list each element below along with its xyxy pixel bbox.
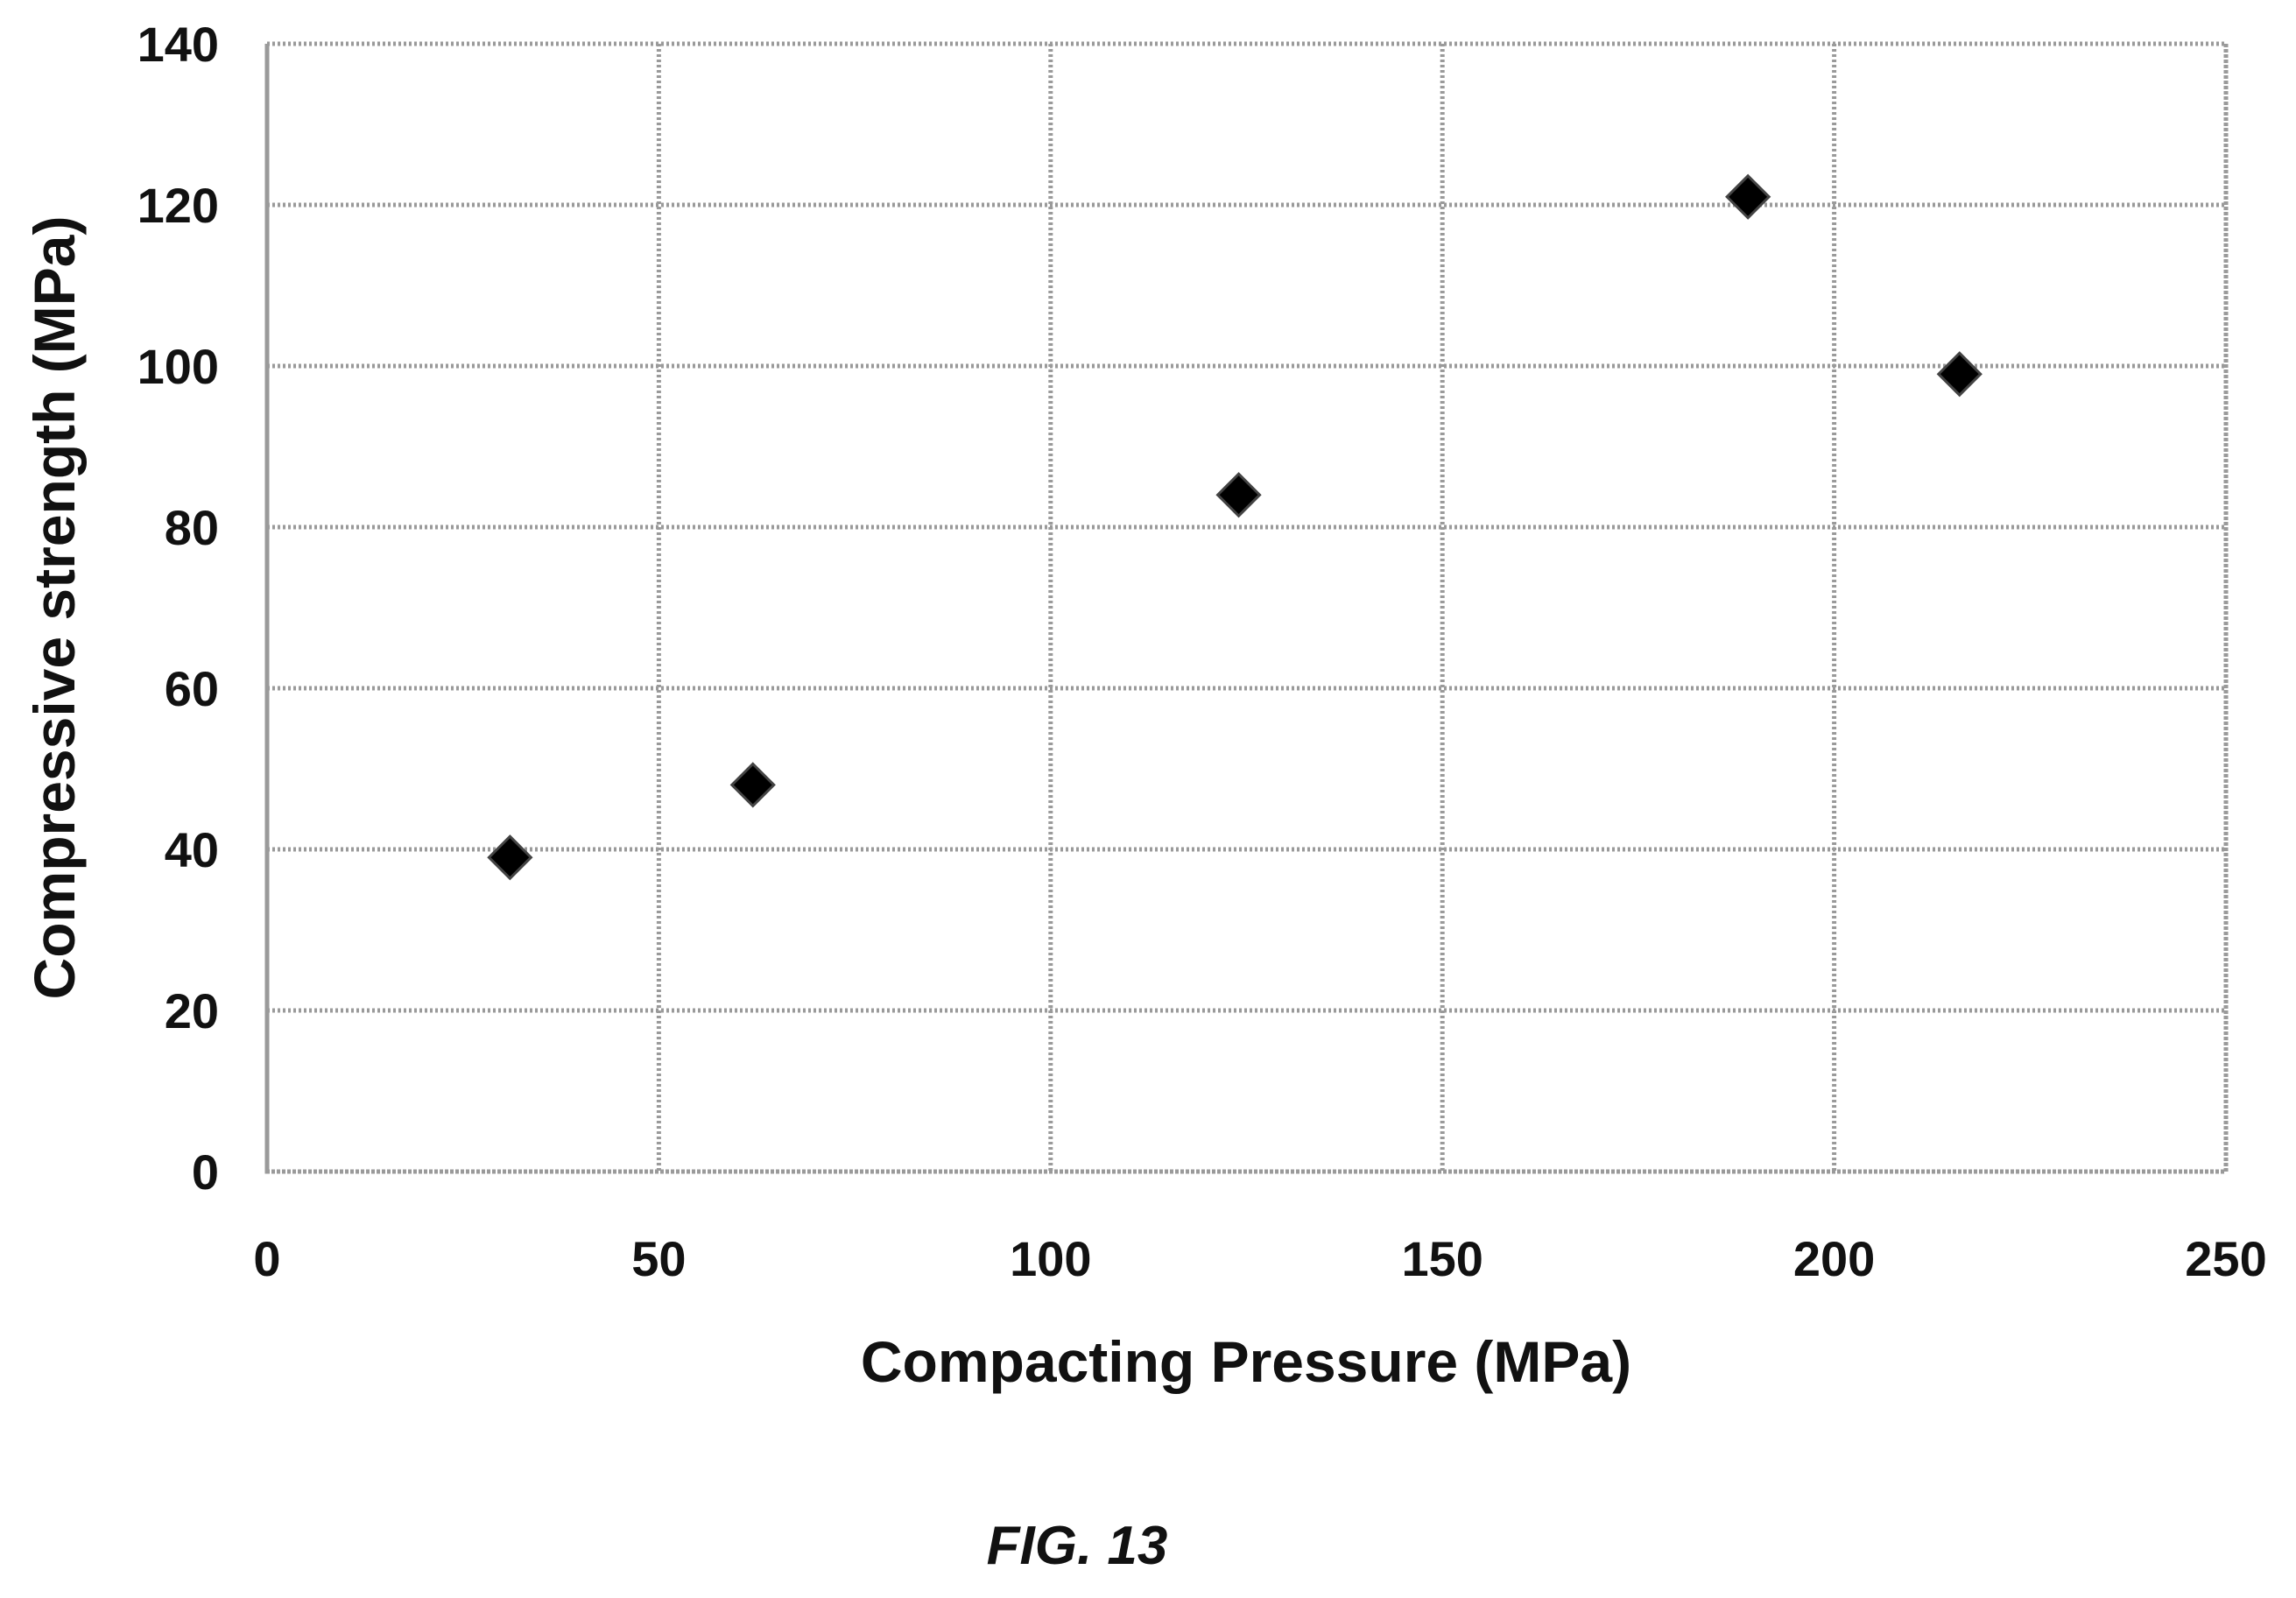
y-tick-label: 40	[165, 822, 219, 877]
data-point-diamond	[1725, 173, 1771, 220]
y-tick-label: 120	[137, 178, 219, 233]
y-tick-label: 140	[137, 17, 219, 72]
data-point-diamond	[729, 762, 776, 808]
data-point-diamond	[1936, 351, 1983, 398]
y-axis-title: Compressive strength (MPa)	[22, 216, 87, 1000]
data-point-diamond	[1215, 472, 1262, 518]
plot-area	[264, 41, 2229, 1174]
y-tick-label: 60	[165, 661, 219, 716]
y-tick-label: 0	[192, 1144, 219, 1200]
x-axis-ticks: 0 50 100 150 200 250	[253, 1231, 2266, 1286]
x-tick-label: 0	[253, 1231, 280, 1286]
y-tick-label: 80	[165, 500, 219, 555]
y-axis-ticks: 0 20 40 60 80 100 120 140	[137, 17, 219, 1200]
data-point-diamond	[487, 834, 533, 881]
x-tick-label: 200	[1793, 1231, 1875, 1286]
y-tick-label: 20	[165, 983, 219, 1038]
x-tick-label: 250	[2185, 1231, 2266, 1286]
x-axis-title: Compacting Pressure (MPa)	[861, 1329, 1631, 1394]
data-points	[487, 173, 1983, 881]
y-tick-label: 100	[137, 339, 219, 394]
x-tick-label: 150	[1401, 1231, 1483, 1286]
grid-lines	[264, 41, 2229, 1174]
x-tick-label: 100	[1010, 1231, 1091, 1286]
x-tick-label: 50	[631, 1231, 686, 1286]
figure-caption: FIG. 13	[986, 1516, 1168, 1576]
